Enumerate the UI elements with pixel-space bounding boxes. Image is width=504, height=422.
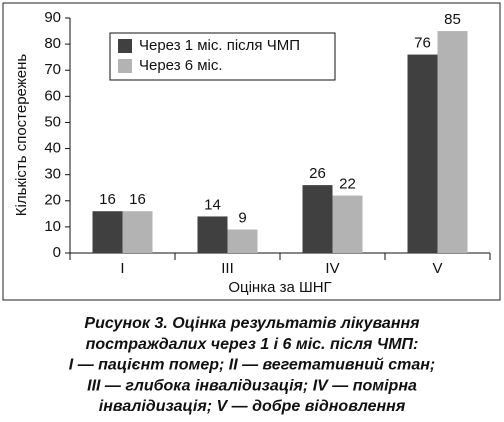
chart-frame: [2, 2, 501, 301]
y-tick-label: 60: [44, 87, 61, 104]
bar: [302, 185, 333, 253]
value-label: 22: [339, 176, 356, 193]
caption-line: III — глибока інвалідизація; IV — помірн…: [87, 377, 417, 394]
caption-line: Рисунок 3. Оцінка результатів лікування: [84, 315, 420, 332]
value-label: 26: [309, 165, 326, 182]
y-tick-label: 30: [44, 166, 61, 183]
value-label: 9: [238, 209, 246, 226]
caption-line: інвалідизація; V — добре відновлення: [99, 398, 406, 415]
x-tick-label: V: [432, 260, 442, 277]
caption-line: I — пацієнт помер; II — вегетативний ста…: [69, 357, 435, 374]
legend-label: Через 6 міс.: [139, 57, 223, 74]
y-tick-label: 90: [44, 9, 61, 26]
bar: [122, 211, 153, 253]
legend-label: Через 1 міс. після ЧМП: [139, 37, 300, 54]
value-label: 76: [414, 35, 431, 52]
value-label: 14: [204, 196, 221, 213]
y-tick-label: 50: [44, 113, 61, 130]
value-label: 16: [99, 191, 116, 208]
y-tick-label: 10: [44, 218, 61, 235]
value-label: 85: [444, 11, 461, 28]
caption-line: постраждалих через 1 і 6 міс. після ЧМП:: [86, 336, 419, 353]
x-tick-label: IV: [325, 260, 339, 277]
y-tick-label: 80: [44, 35, 61, 52]
x-axis-label: Оцінка за ШНГ: [228, 279, 331, 296]
y-tick-label: 70: [44, 61, 61, 78]
bar: [227, 229, 258, 253]
y-axis-label: Кількість спостережень: [13, 54, 30, 217]
bar: [332, 195, 363, 253]
x-tick-label: I: [120, 260, 124, 277]
bar: [92, 211, 123, 253]
bar: [407, 54, 438, 253]
legend-swatch: [118, 59, 132, 73]
y-tick-label: 20: [44, 192, 61, 209]
y-tick-label: 0: [53, 244, 61, 261]
bar: [197, 216, 228, 253]
legend-box: [109, 32, 336, 81]
value-label: 16: [129, 191, 146, 208]
bar: [437, 31, 468, 253]
y-tick-label: 40: [44, 140, 61, 157]
x-tick-label: III: [221, 260, 234, 277]
legend-swatch: [118, 39, 132, 53]
